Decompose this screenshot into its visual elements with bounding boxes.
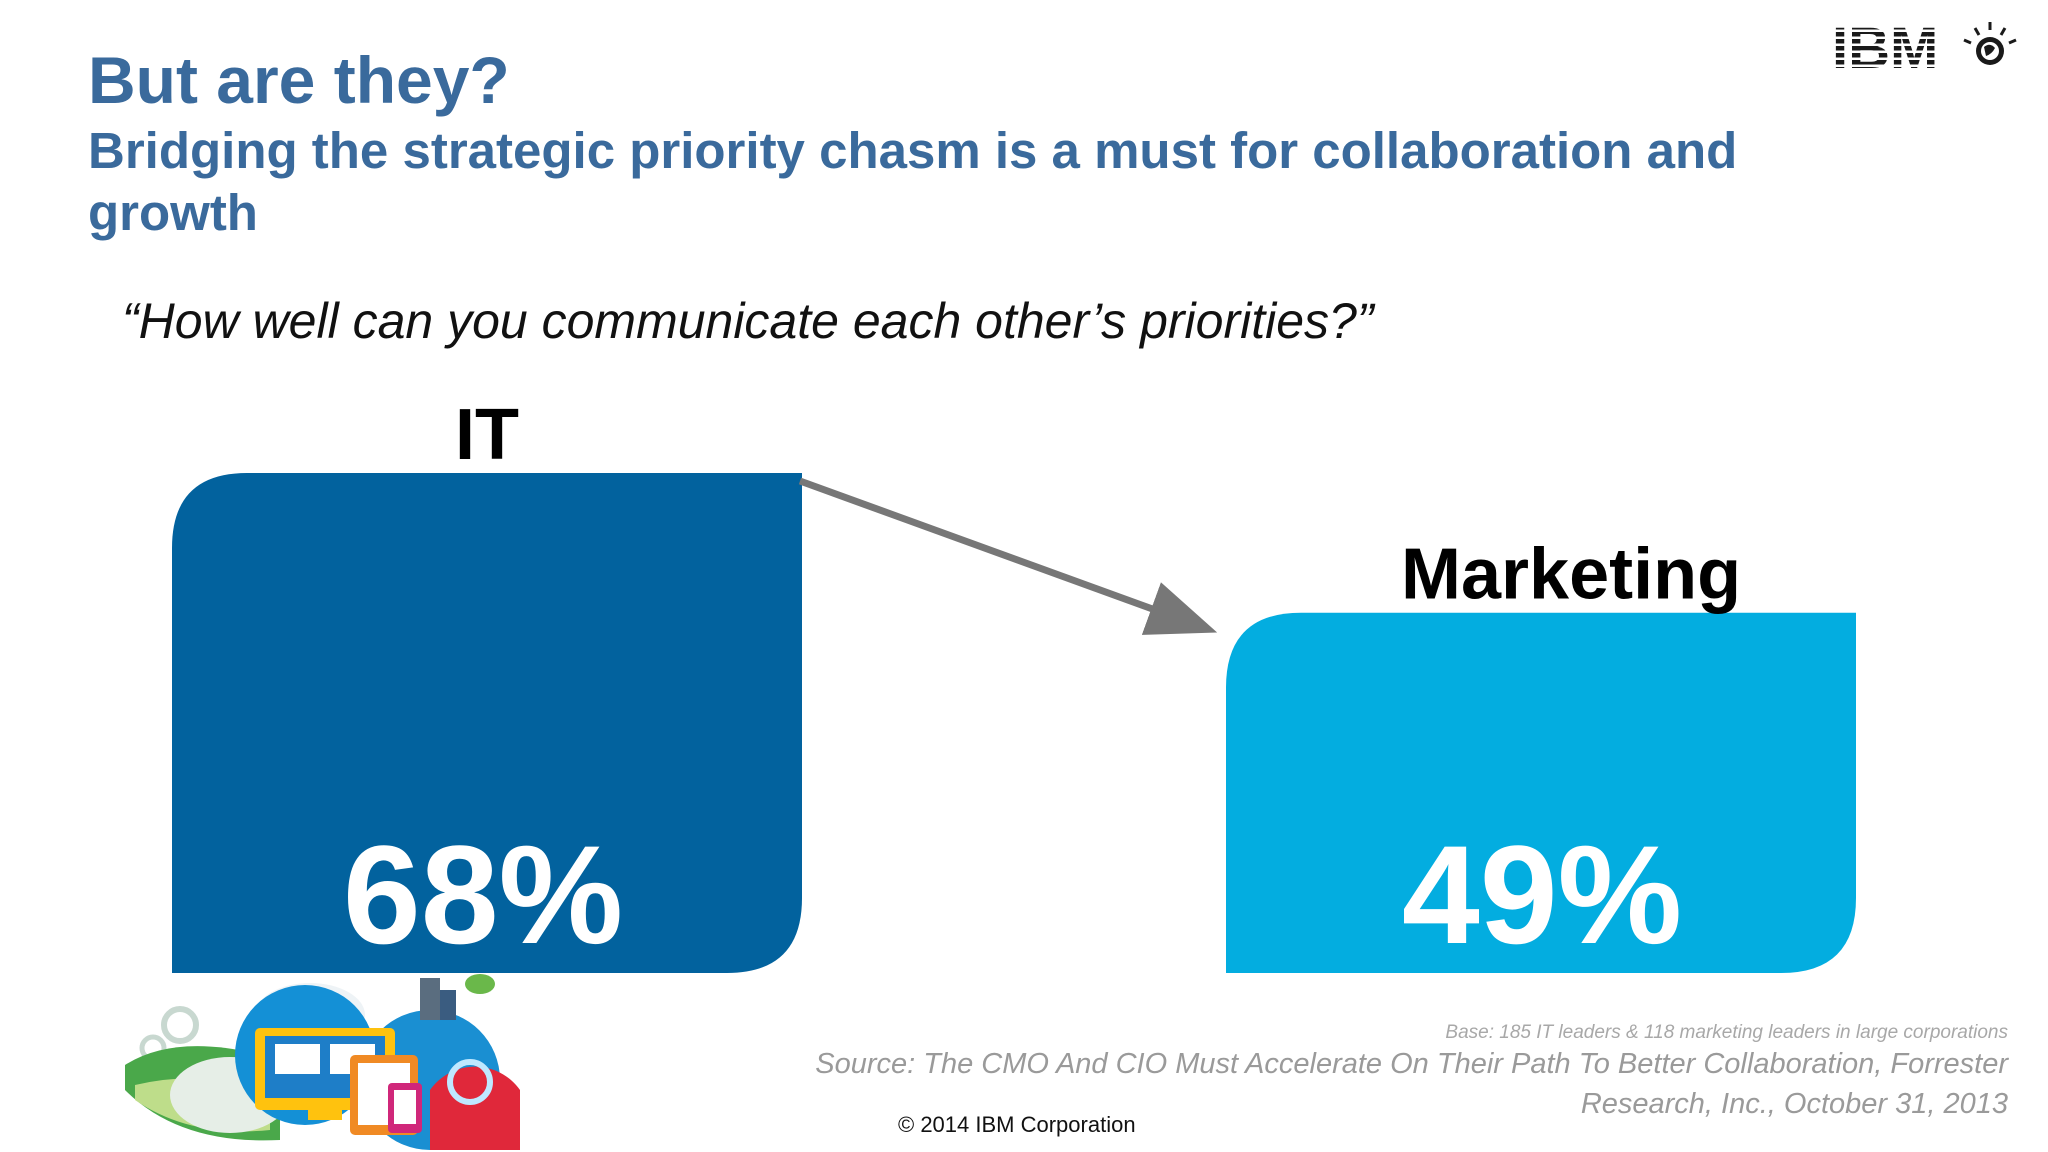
base-note: Base: 185 IT leaders & 118 marketing lea… — [1445, 1022, 2008, 1043]
source-citation: Source: The CMO And CIO Must Accelerate … — [815, 1048, 2008, 1120]
ibm-logo-icon: IBM — [1832, 18, 2017, 76]
category-label-marketing: Marketing — [1401, 535, 1741, 615]
copyright-notice: © 2014 IBM Corporation — [898, 1112, 1136, 1137]
value-label-marketing: 49% — [1402, 816, 1682, 973]
survey-question: “How well can you communicate each other… — [122, 293, 1374, 349]
category-label-it: IT — [455, 395, 519, 475]
priority-bar-chart: IT 68% Marketing 49% — [172, 395, 1856, 973]
bar-marketing — [1226, 612, 1856, 973]
page-subtitle: Bridging the strategic priority chasm is… — [88, 122, 1738, 241]
page-title: But are they? — [88, 43, 510, 117]
bar-it — [172, 473, 802, 973]
value-label-it: 68% — [343, 816, 623, 973]
cloud-devices-illustration-icon — [125, 974, 520, 1150]
svg-text:IBM: IBM — [1832, 18, 1938, 76]
decline-arrow — [798, 477, 1218, 635]
